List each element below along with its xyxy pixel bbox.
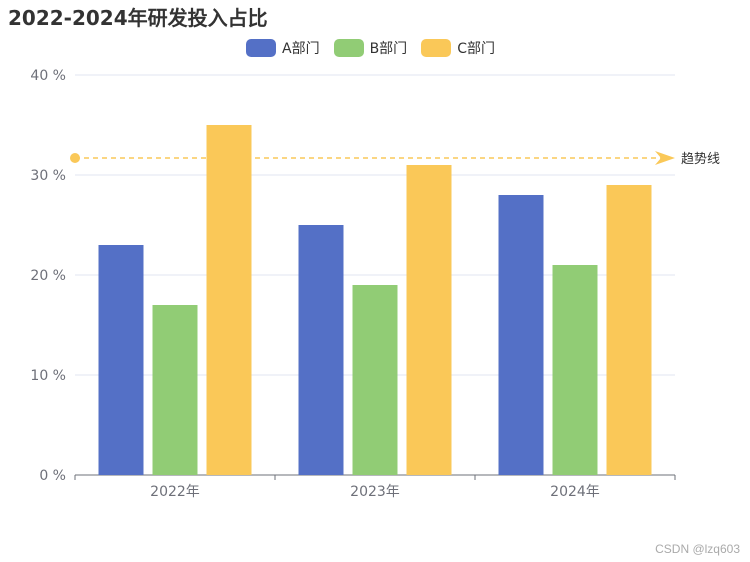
y-tick-label: 40 % — [30, 68, 66, 84]
bar[interactable] — [552, 265, 598, 475]
trend-line-label: 趋势线 — [681, 151, 720, 167]
x-tick-label: 2023年 — [350, 484, 400, 500]
legend-swatch-c — [421, 39, 452, 57]
bar[interactable] — [498, 195, 544, 475]
watermark: CSDN @lzq603 — [655, 542, 740, 556]
x-tick-label: 2024年 — [550, 484, 600, 500]
chart-title: 2022-2024年研发投入占比 — [8, 6, 268, 30]
legend-label-c: C部门 — [457, 41, 495, 57]
bar[interactable] — [606, 185, 652, 475]
legend-item-a[interactable]: A部门 — [246, 38, 320, 58]
legend-swatch-b — [333, 39, 364, 57]
legend-item-b[interactable]: B部门 — [333, 38, 408, 58]
x-tick-label: 2022年 — [150, 484, 200, 500]
bar[interactable] — [406, 165, 452, 475]
trend-line-arrow-icon — [655, 151, 675, 165]
legend: A部门 B部门 C部门 — [246, 38, 495, 58]
legend-label-b: B部门 — [369, 41, 408, 57]
y-tick-label: 0 % — [39, 468, 66, 484]
legend-label-a: A部门 — [282, 41, 320, 57]
bar[interactable] — [152, 305, 198, 475]
bar[interactable] — [298, 225, 344, 475]
y-tick-label: 30 % — [30, 168, 66, 184]
bar[interactable] — [352, 285, 398, 475]
bar[interactable] — [206, 125, 252, 475]
y-tick-label: 20 % — [30, 268, 66, 284]
legend-item-c[interactable]: C部门 — [421, 38, 495, 58]
y-tick-label: 10 % — [30, 368, 66, 384]
trend-line-start-marker — [70, 153, 80, 163]
legend-swatch-a — [246, 39, 276, 57]
bar[interactable] — [98, 245, 144, 475]
